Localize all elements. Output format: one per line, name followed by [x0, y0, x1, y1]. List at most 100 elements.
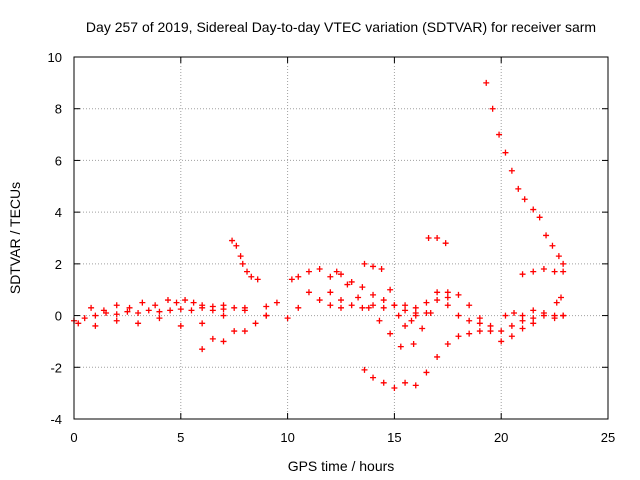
data-point: [237, 253, 244, 260]
data-point: [498, 328, 505, 335]
data-point: [248, 273, 255, 280]
data-point: [376, 317, 383, 324]
series-sat-o: [502, 307, 567, 319]
data-point: [380, 304, 387, 311]
data-point: [434, 235, 441, 241]
data-point: [442, 240, 449, 247]
data-point: [487, 328, 494, 335]
data-point: [288, 276, 295, 283]
data-point: [397, 343, 404, 350]
series-sat-l: [425, 235, 449, 247]
data-point: [88, 304, 95, 311]
data-point: [508, 167, 515, 174]
data-point: [455, 333, 462, 340]
x-tick-label: 0: [70, 430, 77, 445]
data-point: [521, 196, 528, 203]
x-tick-label: 5: [177, 430, 184, 445]
data-point: [209, 335, 216, 342]
data-point: [338, 271, 344, 278]
data-point: [427, 309, 434, 316]
data-point: [167, 307, 174, 314]
data-point: [502, 312, 509, 319]
series-sat-g: [327, 289, 451, 311]
series-sat-i: [361, 260, 419, 329]
data-point: [359, 304, 366, 311]
data-point: [476, 320, 483, 327]
data-point: [402, 307, 409, 314]
data-point: [412, 312, 419, 319]
data-point: [466, 302, 473, 309]
data-point: [365, 304, 372, 311]
data-point: [466, 330, 473, 337]
x-tick-label: 15: [387, 430, 401, 445]
data-point: [173, 299, 180, 306]
data-point: [344, 281, 351, 288]
data-point: [560, 260, 567, 267]
data-point: [558, 294, 565, 301]
data-point: [425, 235, 432, 241]
y-tick-label: 0: [55, 309, 62, 324]
data-point: [466, 317, 473, 324]
data-point: [92, 322, 99, 329]
data-point: [536, 214, 543, 221]
data-point: [241, 307, 248, 314]
series-sat-p: [519, 266, 567, 278]
data-point: [361, 366, 368, 373]
data-point: [177, 322, 184, 329]
data-point: [220, 306, 227, 313]
data-point: [412, 382, 419, 389]
data-point: [177, 306, 184, 313]
data-point: [254, 276, 261, 283]
data-point: [338, 304, 344, 311]
data-point: [126, 304, 133, 311]
data-point: [209, 307, 216, 314]
chart-title: Day 257 of 2019, Sidereal Day-to-day VTE…: [86, 19, 596, 35]
data-point: [530, 320, 537, 327]
data-point: [387, 286, 394, 293]
data-point: [75, 320, 82, 327]
data-point: [498, 338, 505, 345]
data-point: [252, 320, 259, 327]
data-point: [444, 289, 451, 296]
series-sat-j: [361, 328, 483, 391]
data-point: [543, 232, 550, 239]
data-point: [540, 266, 547, 273]
series-sat-b: [75, 297, 280, 327]
data-point: [519, 271, 526, 278]
data-point: [434, 353, 441, 360]
data-point: [408, 317, 415, 324]
y-tick-label: 8: [55, 102, 62, 117]
data-point: [402, 302, 409, 309]
data-point: [316, 266, 323, 273]
data-point: [113, 302, 120, 309]
data-point: [333, 268, 340, 275]
data-point: [152, 302, 159, 309]
data-point: [515, 185, 522, 192]
data-point: [327, 302, 334, 309]
plot-frame: [73, 56, 609, 420]
data-point: [124, 308, 131, 315]
data-point: [220, 312, 227, 319]
data-point: [327, 273, 334, 280]
data-point: [483, 79, 490, 86]
data-point: [199, 346, 206, 353]
data-point: [530, 307, 537, 314]
data-point: [135, 309, 142, 316]
data-point: [540, 309, 547, 316]
data-point: [519, 325, 526, 332]
data-point: [355, 294, 362, 301]
data-point: [387, 330, 394, 337]
data-point: [139, 299, 146, 306]
series-sat-q: [553, 294, 565, 306]
y-tick-label: 4: [55, 205, 62, 220]
data-point: [305, 268, 312, 275]
data-point: [378, 266, 385, 273]
y-tick-label: 10: [48, 50, 62, 65]
data-point: [239, 260, 246, 267]
data-point: [199, 320, 206, 327]
data-point: [476, 315, 483, 322]
y-axis-ticks: -4 -2 0 2 4 6 8 10: [48, 50, 608, 427]
data-point: [455, 291, 462, 298]
data-point: [370, 374, 377, 381]
